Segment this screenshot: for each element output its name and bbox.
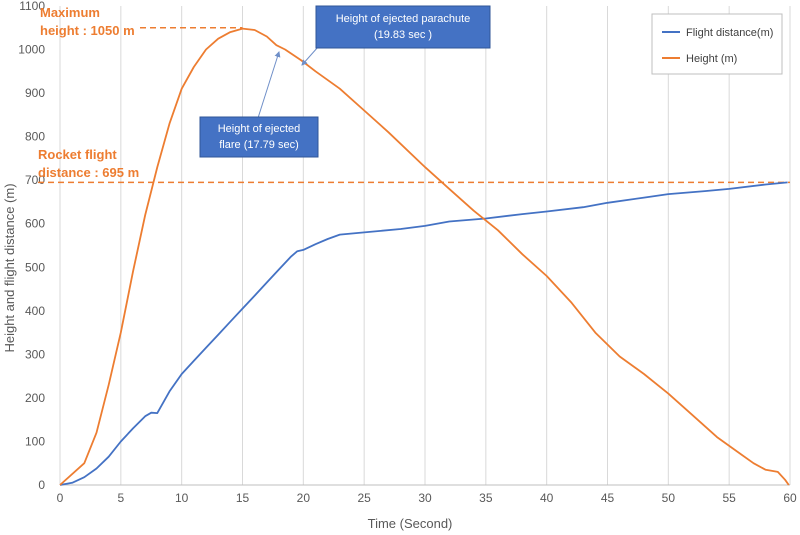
flare-callout-line2: flare (17.79 sec) (219, 139, 298, 151)
x-tick-35: 35 (479, 491, 493, 505)
y-tick-400: 400 (25, 304, 45, 318)
x-tick-55: 55 (722, 491, 736, 505)
x-tick-40: 40 (540, 491, 554, 505)
gridlines (59, 6, 791, 486)
legend: Flight distance(m) Height (m) (651, 13, 783, 75)
y-axis-label: Height and flight distance (m) (2, 183, 17, 352)
flare-callout: Height of ejected flare (17.79 sec) (199, 116, 319, 158)
series-lines (59, 27, 790, 486)
flight-distance-annotation-line2: distance : 695 m (38, 165, 139, 180)
y-tick-0: 0 (38, 478, 45, 492)
parachute-callout-line1: Height of ejected parachute (336, 13, 471, 25)
x-tick-25: 25 (357, 491, 371, 505)
y-tick-1000: 1000 (18, 43, 45, 57)
parachute-callout-line2: (19.83 sec ) (374, 29, 432, 41)
y-tick-500: 500 (25, 260, 45, 274)
max-height-annotation-line2: height : 1050 m (40, 23, 135, 38)
x-tick-45: 45 (601, 491, 615, 505)
parachute-callout: Height of ejected parachute (19.83 sec ) (315, 5, 491, 49)
x-tick-30: 30 (418, 491, 432, 505)
x-tick-15: 15 (236, 491, 250, 505)
flare-callout-arrow (257, 51, 281, 119)
parachute-callout-arrow (301, 46, 319, 66)
x-tick-5: 5 (117, 491, 124, 505)
flight-distance-annotation-line1: Rocket flight (38, 147, 117, 162)
max-height-annotation-line1: Maximum (40, 5, 100, 20)
flare-callout-line1: Height of ejected (218, 123, 301, 135)
y-tick-900: 900 (25, 86, 45, 100)
y-tick-100: 100 (25, 434, 45, 448)
series-line-flight-distance (59, 181, 788, 486)
y-tick-600: 600 (25, 217, 45, 231)
series-line-height (59, 27, 790, 486)
y-tick-labels: 0 100 200 300 400 500 600 700 800 900 1000 1100 (18, 0, 45, 492)
x-tick-60: 60 (783, 491, 797, 505)
x-tick-0: 0 (57, 491, 64, 505)
x-tick-labels: 0 5 10 15 20 25 30 35 40 45 50 55 60 (57, 491, 797, 505)
reference-lines (38, 27, 790, 184)
y-tick-300: 300 (25, 347, 45, 361)
legend-label-flight-distance: Flight distance(m) (686, 27, 773, 39)
legend-label-height: Height (m) (686, 53, 737, 65)
x-tick-20: 20 (297, 491, 311, 505)
y-tick-800: 800 (25, 130, 45, 144)
x-axis-label: Time (Second) (368, 516, 453, 531)
y-tick-200: 200 (25, 391, 45, 405)
y-tick-1100: 1100 (19, 0, 45, 13)
y-tick-700: 700 (25, 173, 45, 187)
x-tick-10: 10 (175, 491, 189, 505)
x-tick-50: 50 (662, 491, 676, 505)
